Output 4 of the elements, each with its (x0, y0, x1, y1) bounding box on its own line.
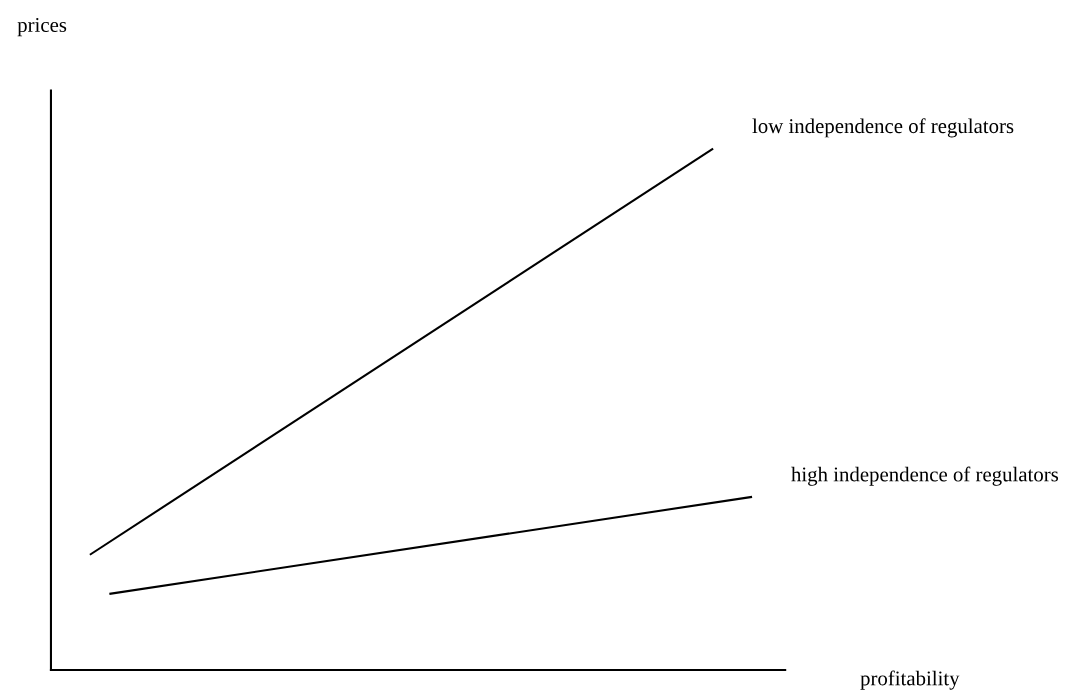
text: prices (17, 17, 67, 37)
x-axis-title: profitability (860, 670, 960, 690)
series-label: high independence of regulators (791, 466, 1059, 486)
series-label: low independence of regulators (752, 118, 1014, 138)
